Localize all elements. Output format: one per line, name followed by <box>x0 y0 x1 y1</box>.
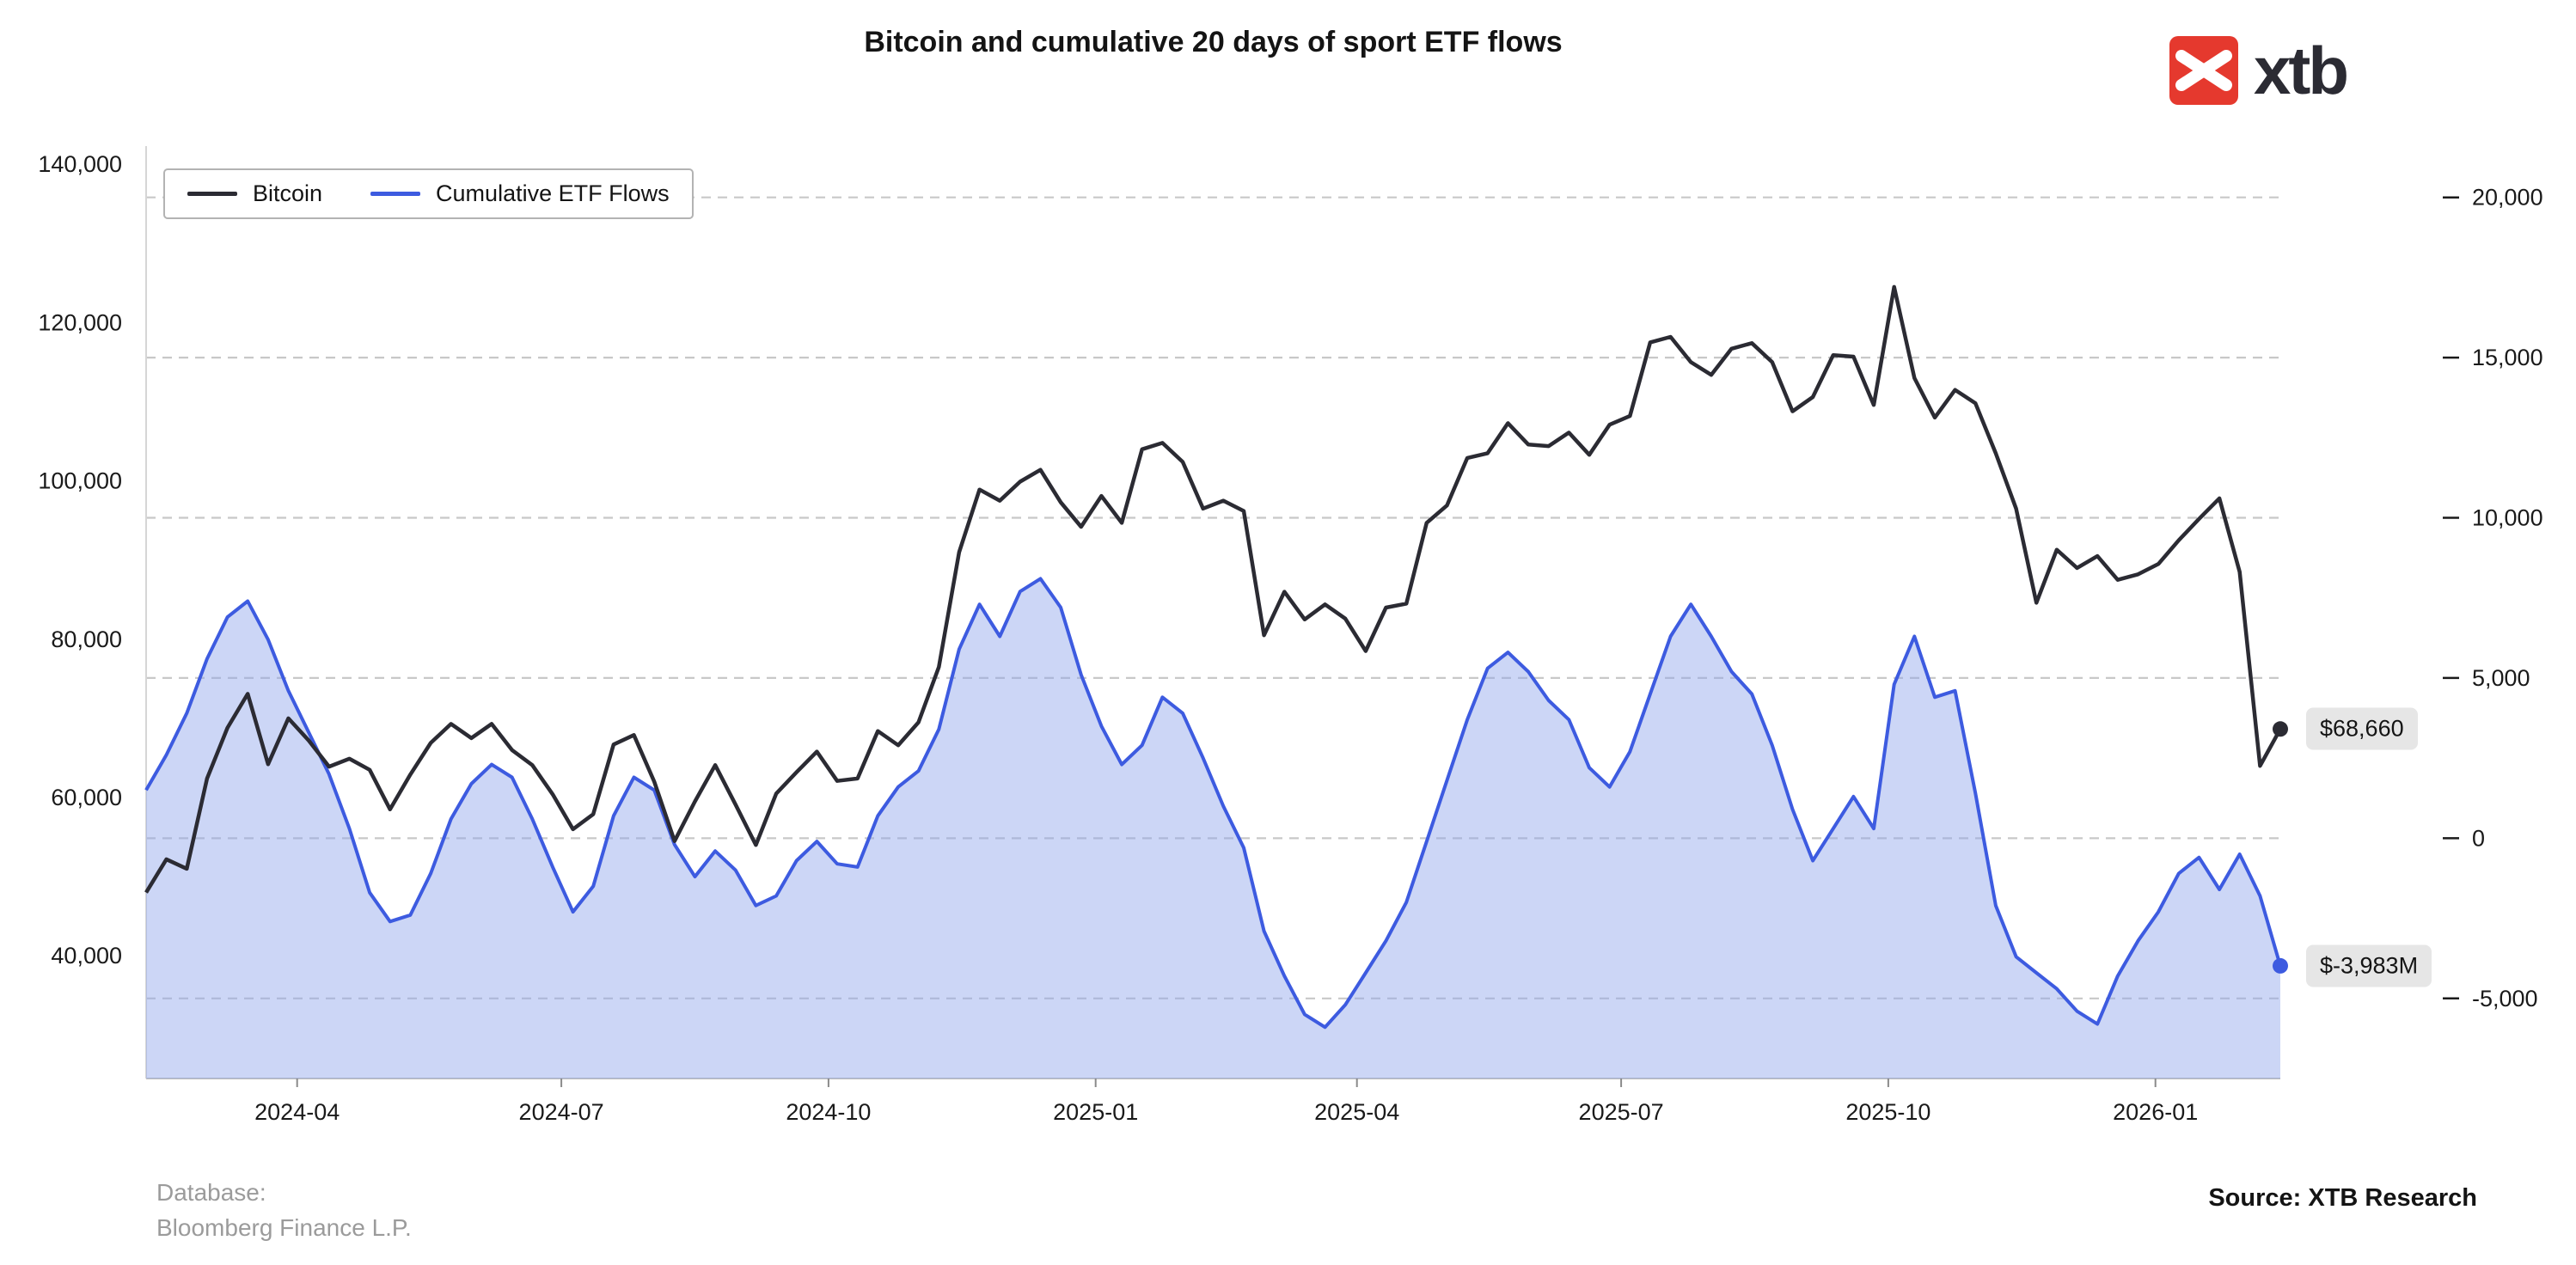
x-axis-tick-label: 2025-04 <box>1314 1099 1399 1125</box>
bitcoin-end-dot <box>2273 721 2288 737</box>
x-axis-tick-label: 2024-04 <box>254 1099 340 1125</box>
etf-flows-line <box>144 577 2282 1030</box>
legend-label-etf-flows: Cumulative ETF Flows <box>436 180 670 206</box>
etf-flows-last-value-label: $-3,983M <box>2306 944 2432 987</box>
chart-title: Bitcoin and cumulative 20 days of sport … <box>864 26 1563 58</box>
legend-item-bitcoin: Bitcoin <box>187 180 322 207</box>
etf-flows-end-dot <box>2273 957 2288 974</box>
x-axis-tick-label: 2024-10 <box>786 1099 871 1125</box>
database-note: Database: Bloomberg Finance L.P. <box>156 1176 412 1245</box>
database-label: Database: <box>156 1179 266 1206</box>
bitcoin-line <box>144 284 2282 894</box>
right-axis-tick-label: 20,000 <box>2472 185 2543 211</box>
source-note: Source: XTB Research <box>2208 1184 2477 1212</box>
right-axis-tick-label: 5,000 <box>2472 665 2530 691</box>
x-axis-tick-label: 2024-07 <box>519 1099 604 1125</box>
left-axis-tick-label: 120,000 <box>38 309 122 335</box>
chart-legend: Bitcoin Cumulative ETF Flows <box>163 168 694 219</box>
xtb-logo-icon <box>2169 36 2238 105</box>
etf-flows-line-swatch-icon <box>370 192 421 196</box>
right-axis-tick-label: 10,000 <box>2472 505 2543 531</box>
x-axis-tick-label: 2026-01 <box>2113 1099 2198 1125</box>
left-axis-tick-label: 60,000 <box>51 785 122 810</box>
bitcoin-last-price-label: $68,660 <box>2306 707 2418 750</box>
xtb-logo-text: xtb <box>2254 33 2349 108</box>
x-axis-tick-label: 2025-10 <box>1845 1099 1930 1125</box>
bitcoin-line-swatch-icon <box>187 192 237 196</box>
left-axis-tick-label: 80,000 <box>51 626 122 652</box>
left-axis-tick-label: 100,000 <box>38 468 122 494</box>
etf-flows-area <box>146 578 2280 1079</box>
left-axis-tick-label: 40,000 <box>51 943 122 969</box>
right-axis-tick-label: -5,000 <box>2472 986 2538 1011</box>
xtb-logo: xtb <box>2169 33 2349 108</box>
left-axis-tick-label: 140,000 <box>38 151 122 177</box>
legend-item-etf-flows: Cumulative ETF Flows <box>370 180 670 207</box>
database-value: Bloomberg Finance L.P. <box>156 1213 412 1241</box>
right-axis-tick-label: 15,000 <box>2472 345 2543 370</box>
x-axis-tick-label: 2025-01 <box>1053 1099 1138 1125</box>
x-axis-tick-label: 2025-07 <box>1579 1099 1664 1125</box>
legend-label-bitcoin: Bitcoin <box>253 180 323 206</box>
right-axis-tick-label: 0 <box>2472 825 2485 851</box>
